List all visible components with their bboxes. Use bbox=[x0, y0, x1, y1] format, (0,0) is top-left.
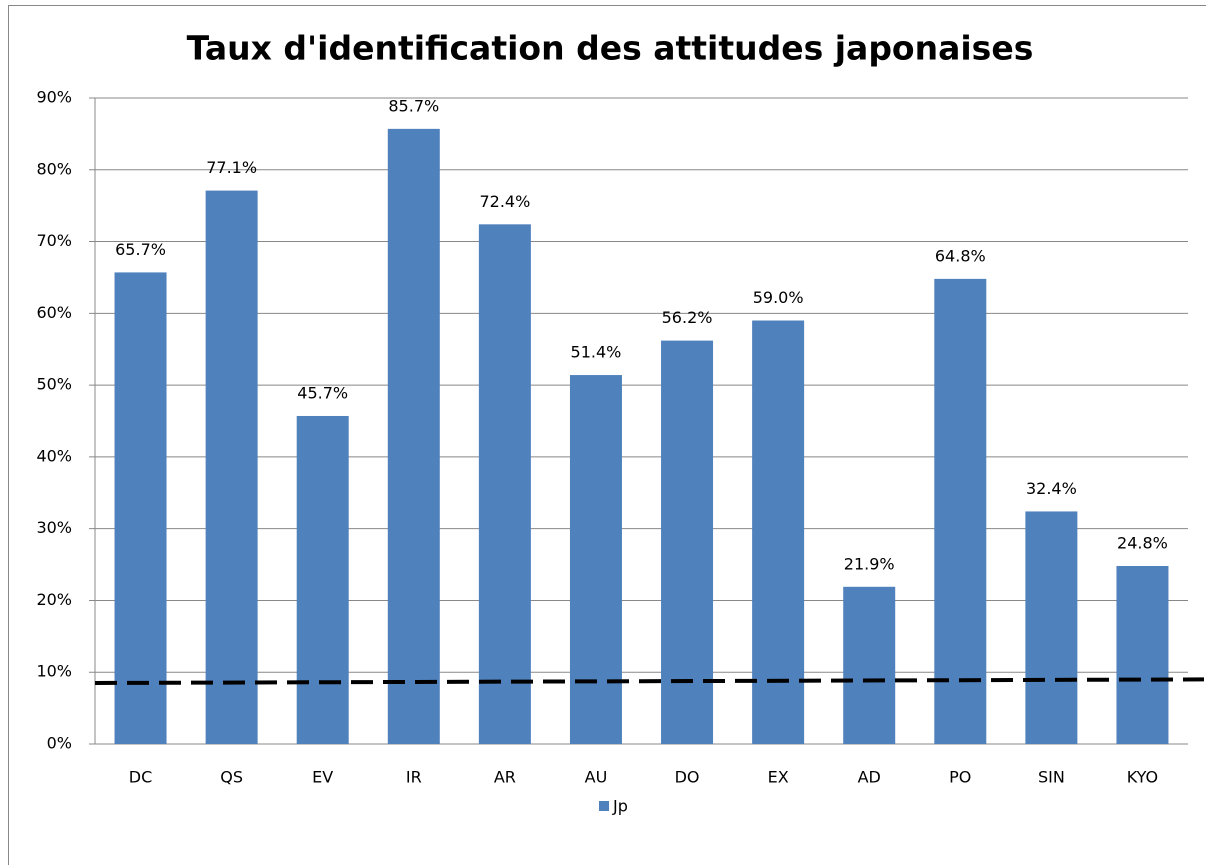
bar bbox=[569, 375, 622, 744]
bar bbox=[296, 415, 349, 744]
bar bbox=[387, 128, 440, 744]
y-tick-label: 30% bbox=[36, 518, 72, 537]
y-tick-label: 70% bbox=[36, 231, 72, 250]
x-tick-label: AU bbox=[585, 768, 608, 787]
y-tick-label: 80% bbox=[36, 159, 72, 178]
y-tick-label: 40% bbox=[36, 446, 72, 465]
x-tick-label: PO bbox=[949, 768, 971, 787]
y-tick-label: 90% bbox=[36, 88, 72, 107]
x-tick-label: AR bbox=[494, 768, 516, 787]
data-label: 77.1% bbox=[206, 158, 257, 177]
bar bbox=[114, 272, 167, 744]
bar bbox=[843, 586, 896, 744]
legend-label: Jp bbox=[612, 797, 628, 816]
y-tick-label: 50% bbox=[36, 375, 72, 394]
bar bbox=[934, 278, 987, 744]
x-tick-label: SIN bbox=[1038, 768, 1065, 787]
chart-title: Taux d'identification des attitudes japo… bbox=[187, 29, 1034, 68]
x-tick-label: QS bbox=[220, 768, 243, 787]
x-tick-label: DC bbox=[129, 768, 153, 787]
data-label: 72.4% bbox=[479, 192, 530, 211]
data-label: 64.8% bbox=[935, 246, 986, 265]
data-label: 45.7% bbox=[297, 383, 348, 402]
data-label: 21.9% bbox=[844, 554, 895, 573]
bar bbox=[1025, 511, 1078, 744]
data-label: 59.0% bbox=[753, 288, 804, 307]
x-tick-label: AD bbox=[858, 768, 881, 787]
data-label: 32.4% bbox=[1026, 479, 1077, 498]
y-tick-label: 60% bbox=[36, 303, 72, 322]
data-label: 56.2% bbox=[662, 308, 713, 327]
bar bbox=[478, 224, 531, 745]
x-tick-label: IR bbox=[406, 768, 422, 787]
y-tick-label: 20% bbox=[36, 590, 72, 609]
bar bbox=[1116, 565, 1169, 744]
bar bbox=[752, 320, 805, 744]
x-tick-label: EV bbox=[312, 768, 333, 787]
bar bbox=[661, 340, 714, 744]
data-label: 51.4% bbox=[571, 343, 622, 362]
x-tick-label: DO bbox=[675, 768, 700, 787]
x-tick-label: KYO bbox=[1127, 768, 1158, 787]
y-tick-label: 10% bbox=[36, 662, 72, 681]
x-tick-label: EX bbox=[768, 768, 789, 787]
y-tick-label: 0% bbox=[47, 734, 72, 753]
data-label: 24.8% bbox=[1117, 533, 1168, 552]
data-label: 65.7% bbox=[115, 240, 166, 259]
data-label: 85.7% bbox=[388, 96, 439, 115]
reference-line bbox=[94, 677, 1205, 685]
bar bbox=[205, 190, 258, 745]
legend-swatch bbox=[599, 801, 609, 811]
